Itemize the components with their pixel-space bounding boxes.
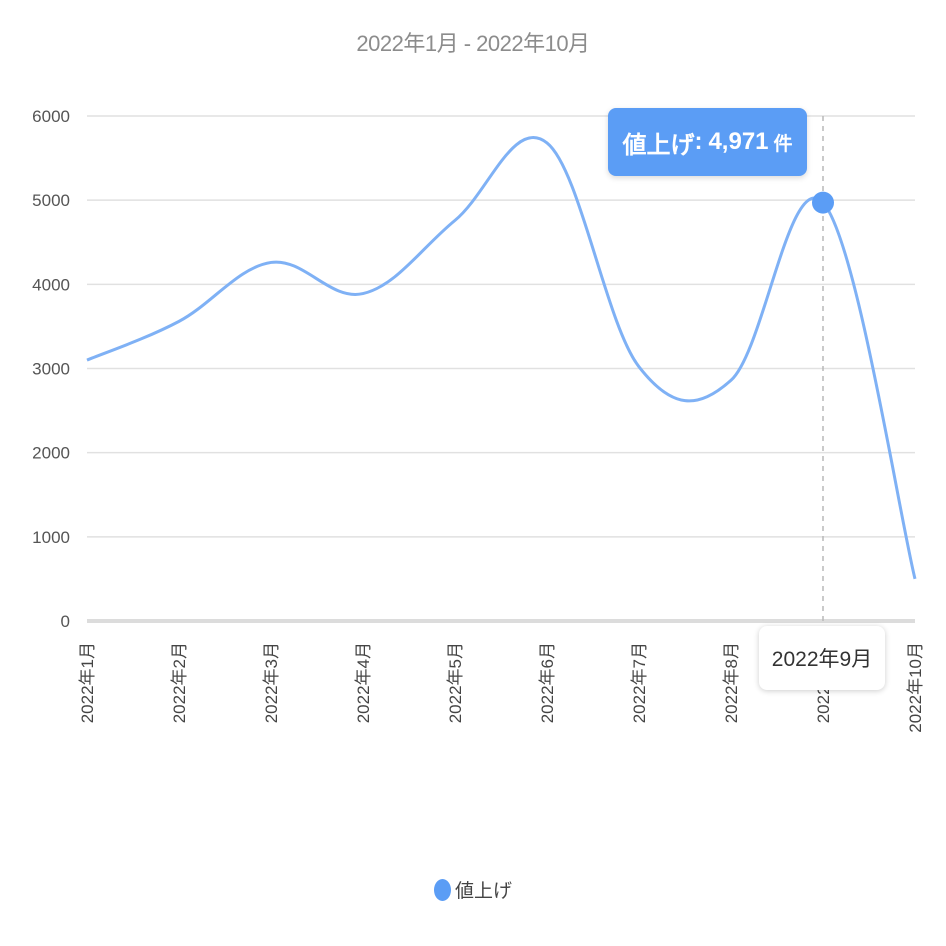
- axis-pointer-label: 2022年9月: [759, 626, 885, 690]
- y-tick-label: 1000: [32, 528, 70, 547]
- chart-title: 2022年1月 - 2022年10月: [356, 31, 590, 56]
- tooltip-separator: :: [694, 128, 703, 155]
- x-tick-label: 2022年3月: [262, 642, 281, 723]
- x-tick-label: 2022年1月: [78, 642, 97, 723]
- y-tick-label: 6000: [32, 107, 70, 126]
- x-tick-label: 2022年8月: [722, 642, 741, 723]
- x-tick-label: 2022年6月: [538, 642, 557, 723]
- tooltip-value: 4,971: [708, 128, 769, 155]
- tooltip-series-name: 値上げ: [622, 131, 695, 159]
- x-tick-label: 2022年7月: [630, 642, 649, 723]
- x-tick-label: 2022年2月: [170, 642, 189, 723]
- y-tick-label: 4000: [32, 275, 70, 294]
- y-tick-label: 5000: [32, 191, 70, 210]
- x-tick-label: 2022年10月: [906, 642, 925, 733]
- axis-pointer-category: 2022年9月: [771, 648, 873, 671]
- x-tick-label: 2022年5月: [446, 642, 465, 723]
- legend-label[interactable]: 値上げ: [454, 881, 512, 902]
- legend-marker[interactable]: [433, 879, 451, 901]
- highlight-point: [812, 191, 834, 214]
- series-line: [86, 136, 917, 580]
- y-tick-label: 3000: [32, 360, 70, 379]
- tooltip-unit: 件: [773, 133, 793, 155]
- y-tick-label: 2000: [32, 444, 70, 463]
- legend[interactable]: 値上げ: [0, 876, 946, 903]
- value-tooltip: 値上げ:4,971 件: [608, 108, 807, 176]
- x-tick-label: 2022年4月: [354, 642, 373, 723]
- y-tick-label: 0: [61, 612, 70, 631]
